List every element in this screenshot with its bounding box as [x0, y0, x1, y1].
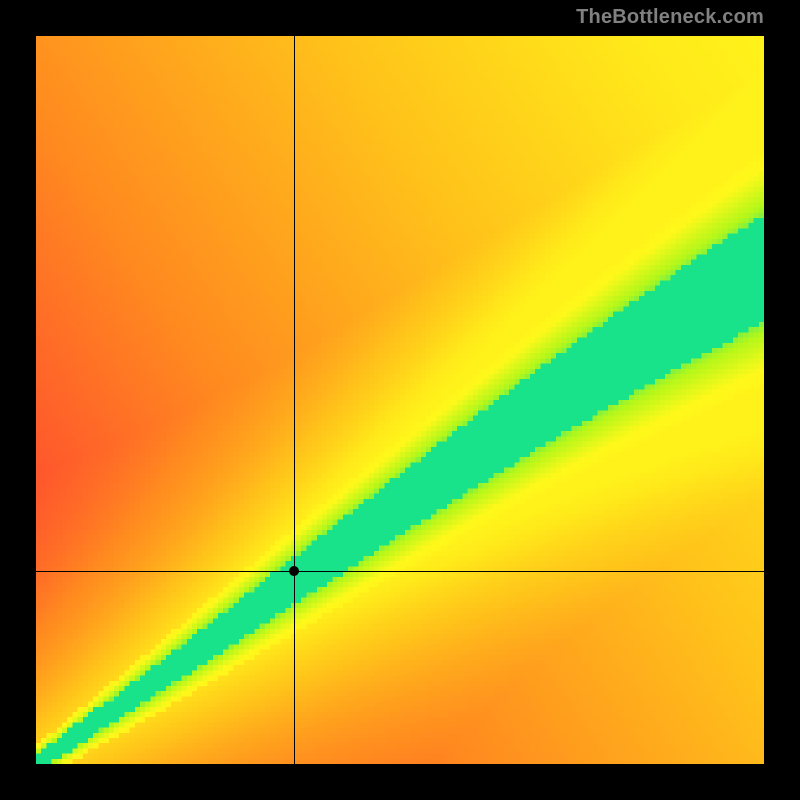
crosshair-vertical — [294, 36, 295, 764]
bottleneck-heatmap — [36, 36, 764, 764]
crosshair-marker — [289, 566, 299, 576]
watermark-text: TheBottleneck.com — [576, 6, 764, 29]
chart-container: TheBottleneck.com — [0, 0, 800, 800]
crosshair-horizontal — [36, 571, 764, 572]
